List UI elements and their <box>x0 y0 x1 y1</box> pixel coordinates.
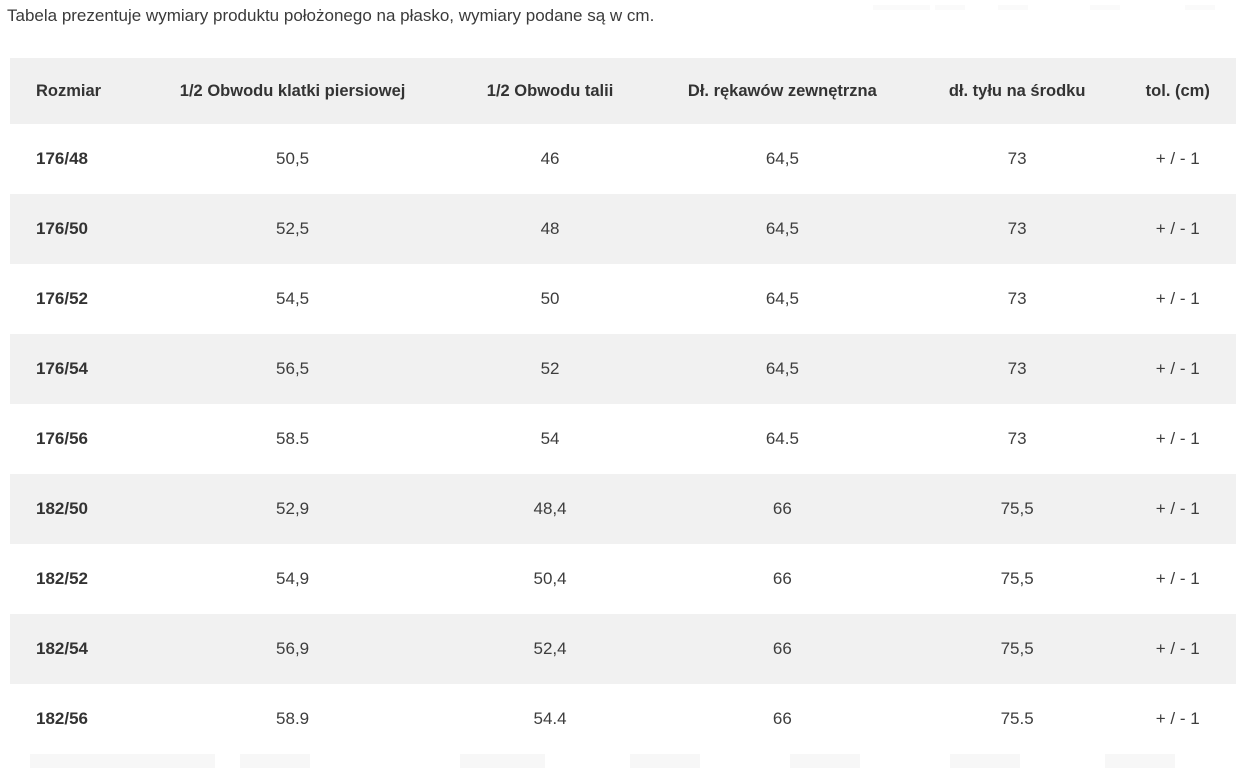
sleeve-cell: 66 <box>649 544 915 614</box>
waist-cell: 50 <box>450 264 650 334</box>
tolerance-cell: + / - 1 <box>1119 544 1236 614</box>
back-length-cell: 73 <box>914 124 1120 194</box>
back-length-cell: 75,5 <box>914 474 1120 544</box>
cutoff-row-fragment <box>630 754 700 768</box>
table-caption: Tabela prezentuje wymiary produktu położ… <box>7 6 655 25</box>
sleeve-cell: 64,5 <box>649 334 915 404</box>
chest-cell: 54,5 <box>135 264 451 334</box>
cutoff-row-fragment <box>1090 5 1120 10</box>
column-header-sleeve: Dł. rękawów zewnętrzna <box>649 58 915 124</box>
column-header-back-length: dł. tyłu na środku <box>914 58 1120 124</box>
table-row: 176/54 56,5 52 64,5 73 + / - 1 <box>10 334 1236 404</box>
sleeve-cell: 64,5 <box>649 264 915 334</box>
tolerance-cell: + / - 1 <box>1119 194 1236 264</box>
table-row: 182/54 56,9 52,4 66 75,5 + / - 1 <box>10 614 1236 684</box>
column-header-tolerance: tol. (cm) <box>1119 58 1236 124</box>
chest-cell: 52,5 <box>135 194 451 264</box>
size-cell: 176/48 <box>10 124 136 194</box>
waist-cell: 48 <box>450 194 650 264</box>
cutoff-row-fragment <box>998 5 1028 10</box>
cutoff-row-fragment <box>460 754 545 768</box>
header-row: Rozmiar 1/2 Obwodu klatki piersiowej 1/2… <box>10 58 1236 124</box>
chest-cell: 56,9 <box>135 614 451 684</box>
column-header-waist: 1/2 Obwodu talii <box>450 58 650 124</box>
back-length-cell: 75.5 <box>914 684 1120 754</box>
table-row: 182/50 52,9 48,4 66 75,5 + / - 1 <box>10 474 1236 544</box>
table-row: 176/50 52,5 48 64,5 73 + / - 1 <box>10 194 1236 264</box>
page: { "intro": "Tabela prezentuje wymiary pr… <box>0 5 1246 768</box>
table-row: 182/56 58.9 54.4 66 75.5 + / - 1 <box>10 684 1236 754</box>
tolerance-cell: + / - 1 <box>1119 474 1236 544</box>
tolerance-cell: + / - 1 <box>1119 684 1236 754</box>
back-length-cell: 73 <box>914 194 1120 264</box>
cutoff-row-fragment <box>30 754 215 768</box>
table-row: 182/52 54,9 50,4 66 75,5 + / - 1 <box>10 544 1236 614</box>
size-cell: 176/56 <box>10 404 136 474</box>
waist-cell: 54.4 <box>450 684 650 754</box>
sleeve-cell: 64.5 <box>649 404 915 474</box>
size-cell: 176/50 <box>10 194 136 264</box>
size-cell: 182/54 <box>10 614 136 684</box>
chest-cell: 50,5 <box>135 124 451 194</box>
size-cell: 176/54 <box>10 334 136 404</box>
tolerance-cell: + / - 1 <box>1119 334 1236 404</box>
cutoff-row-fragment <box>873 5 930 10</box>
cutoff-row-fragment <box>1105 754 1175 768</box>
size-cell: 182/56 <box>10 684 136 754</box>
table-row: 176/48 50,5 46 64,5 73 + / - 1 <box>10 124 1236 194</box>
waist-cell: 52 <box>450 334 650 404</box>
size-table-body: 176/48 50,5 46 64,5 73 + / - 1 176/50 52… <box>10 124 1236 754</box>
chest-cell: 52,9 <box>135 474 451 544</box>
cutoff-row-fragment <box>790 754 860 768</box>
waist-cell: 52,4 <box>450 614 650 684</box>
chest-cell: 54,9 <box>135 544 451 614</box>
sleeve-cell: 66 <box>649 684 915 754</box>
table-row: 176/52 54,5 50 64,5 73 + / - 1 <box>10 264 1236 334</box>
size-cell: 176/52 <box>10 264 136 334</box>
cutoff-row-fragment <box>950 754 1020 768</box>
sleeve-cell: 64,5 <box>649 124 915 194</box>
chest-cell: 56,5 <box>135 334 451 404</box>
size-cell: 182/50 <box>10 474 136 544</box>
back-length-cell: 73 <box>914 334 1120 404</box>
tolerance-cell: + / - 1 <box>1119 124 1236 194</box>
size-table: Rozmiar 1/2 Obwodu klatki piersiowej 1/2… <box>10 58 1236 754</box>
cutoff-row-fragment <box>935 5 965 10</box>
cutoff-row-fragment <box>1185 5 1215 10</box>
sleeve-cell: 64,5 <box>649 194 915 264</box>
waist-cell: 46 <box>450 124 650 194</box>
back-length-cell: 75,5 <box>914 544 1120 614</box>
size-cell: 182/52 <box>10 544 136 614</box>
tolerance-cell: + / - 1 <box>1119 264 1236 334</box>
waist-cell: 48,4 <box>450 474 650 544</box>
chest-cell: 58.9 <box>135 684 451 754</box>
column-header-rozmiar: Rozmiar <box>10 58 136 124</box>
table-row: 176/56 58.5 54 64.5 73 + / - 1 <box>10 404 1236 474</box>
sleeve-cell: 66 <box>649 614 915 684</box>
waist-cell: 54 <box>450 404 650 474</box>
back-length-cell: 75,5 <box>914 614 1120 684</box>
sleeve-cell: 66 <box>649 474 915 544</box>
waist-cell: 50,4 <box>450 544 650 614</box>
back-length-cell: 73 <box>914 404 1120 474</box>
cutoff-row-fragment <box>240 754 310 768</box>
column-header-chest: 1/2 Obwodu klatki piersiowej <box>135 58 451 124</box>
back-length-cell: 73 <box>914 264 1120 334</box>
tolerance-cell: + / - 1 <box>1119 404 1236 474</box>
tolerance-cell: + / - 1 <box>1119 614 1236 684</box>
chest-cell: 58.5 <box>135 404 451 474</box>
